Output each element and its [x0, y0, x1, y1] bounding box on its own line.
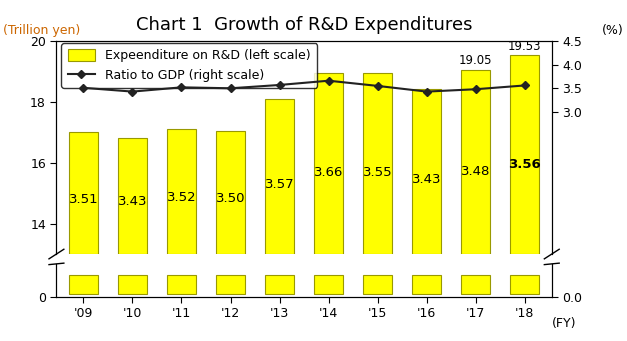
- Text: (Trillion yen): (Trillion yen): [3, 24, 80, 37]
- Bar: [265, 99, 294, 254]
- Legend: Expeenditure on R&D (left scale), Ratio to GDP (right scale): Expeenditure on R&D (left scale), Ratio …: [61, 43, 317, 88]
- Text: 3.66: 3.66: [314, 166, 344, 179]
- Bar: [412, 89, 441, 254]
- Text: 19.53: 19.53: [508, 40, 542, 53]
- Text: 3.48: 3.48: [461, 165, 490, 178]
- Text: 3.43: 3.43: [118, 195, 147, 208]
- Bar: [167, 275, 196, 295]
- Text: 3.56: 3.56: [508, 158, 541, 171]
- Bar: [265, 275, 294, 295]
- Bar: [363, 275, 393, 295]
- Bar: [118, 275, 147, 295]
- Text: 3.51: 3.51: [68, 193, 98, 206]
- Bar: [167, 129, 196, 254]
- Bar: [461, 275, 490, 295]
- Text: 3.52: 3.52: [167, 191, 196, 204]
- Bar: [461, 70, 490, 254]
- Bar: [118, 138, 147, 254]
- Text: 3.57: 3.57: [265, 178, 295, 191]
- Bar: [510, 55, 539, 254]
- Bar: [412, 275, 441, 295]
- Bar: [216, 275, 245, 295]
- Bar: [314, 275, 344, 295]
- Text: (%): (%): [602, 24, 624, 37]
- Bar: [314, 73, 344, 254]
- Text: (FY): (FY): [552, 317, 577, 330]
- Text: 3.55: 3.55: [363, 166, 393, 179]
- Text: 3.50: 3.50: [216, 192, 245, 205]
- Bar: [69, 132, 98, 254]
- Bar: [363, 74, 393, 254]
- Bar: [69, 275, 98, 295]
- Bar: [510, 275, 539, 295]
- Text: 3.43: 3.43: [412, 173, 441, 186]
- Title: Chart 1  Growth of R&D Expenditures: Chart 1 Growth of R&D Expenditures: [136, 16, 472, 34]
- Bar: [216, 131, 245, 254]
- Text: 19.05: 19.05: [459, 55, 492, 68]
